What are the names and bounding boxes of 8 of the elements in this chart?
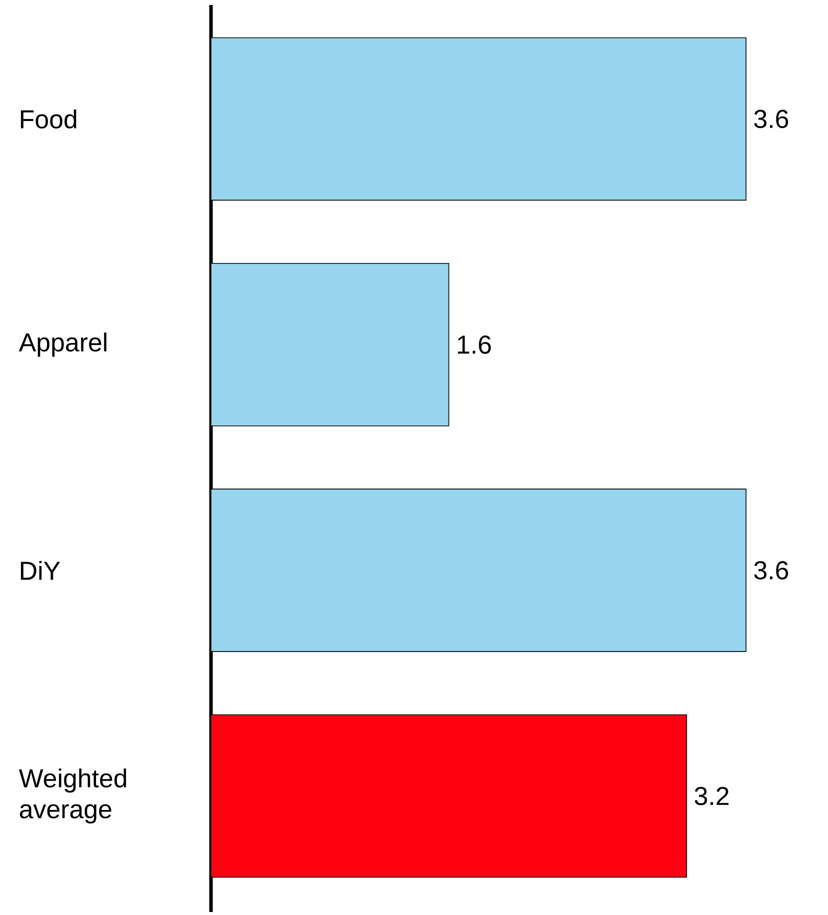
y-tick-label: Weighted average — [18, 768, 126, 824]
y-tick-label: Apparel — [18, 332, 106, 357]
y-tick-label: Food — [20, 109, 76, 128]
data-label: 3.2 — [694, 786, 728, 806]
data-label: 1.6 — [458, 335, 491, 354]
y-tick-label: DiY — [20, 560, 60, 580]
data-label: 3.6 — [754, 561, 788, 580]
data-label: 3.6 — [754, 110, 788, 128]
